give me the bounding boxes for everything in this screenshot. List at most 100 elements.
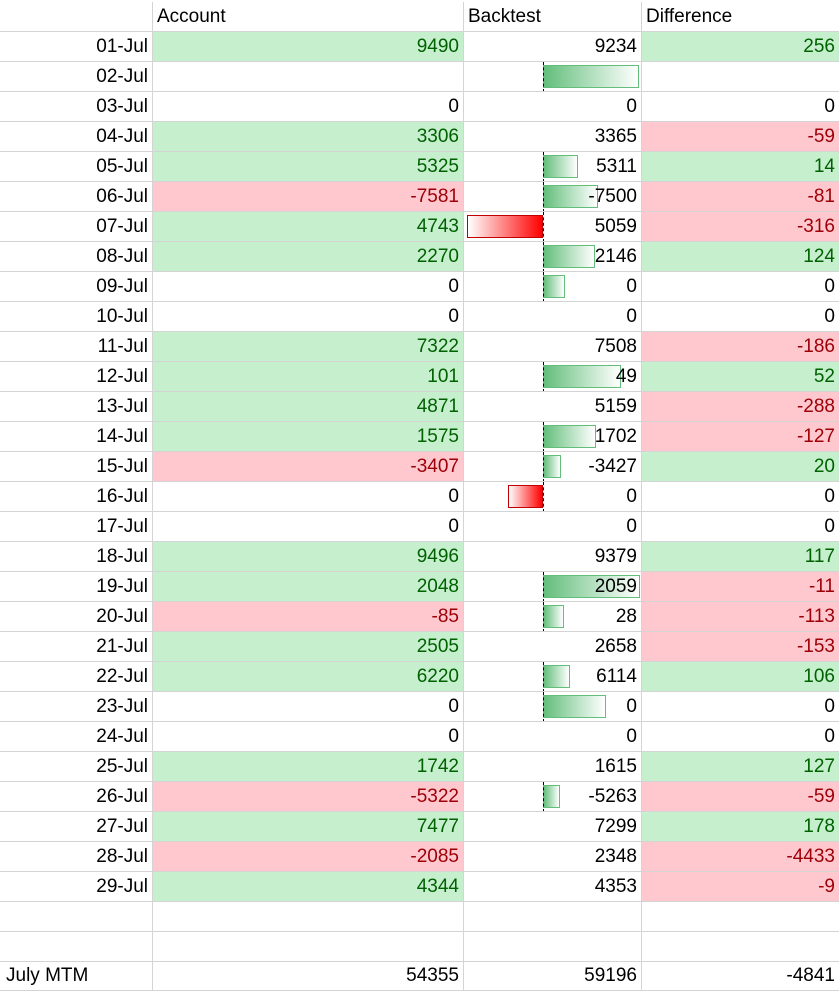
backtest-cell[interactable]: 1702 <box>464 422 642 452</box>
backtest-cell[interactable]: 2146 <box>464 242 642 272</box>
backtest-cell[interactable]: 6114 <box>464 662 642 692</box>
account-cell[interactable]: 4344 <box>153 872 464 902</box>
date-cell[interactable]: 28-Jul <box>0 842 153 872</box>
date-cell[interactable]: 20-Jul <box>0 602 153 632</box>
backtest-cell[interactable]: 2059 <box>464 572 642 602</box>
account-cell[interactable]: 1742 <box>153 752 464 782</box>
account-cell[interactable]: 0 <box>153 302 464 332</box>
footer-backtest-total[interactable]: 59196 <box>464 961 642 991</box>
header-difference[interactable]: Difference <box>642 2 839 32</box>
date-cell[interactable] <box>0 932 153 962</box>
backtest-cell[interactable] <box>464 902 642 932</box>
account-cell[interactable]: 6220 <box>153 662 464 692</box>
date-cell[interactable]: 12-Jul <box>0 362 153 392</box>
account-cell[interactable]: 2048 <box>153 572 464 602</box>
backtest-cell[interactable]: 2348 <box>464 842 642 872</box>
date-cell[interactable]: 08-Jul <box>0 242 153 272</box>
difference-cell[interactable]: 0 <box>642 722 839 752</box>
date-cell[interactable]: 22-Jul <box>0 662 153 692</box>
backtest-cell[interactable]: 0 <box>464 692 642 722</box>
backtest-cell[interactable] <box>464 62 642 92</box>
backtest-cell[interactable]: 5159 <box>464 392 642 422</box>
backtest-cell[interactable]: 49 <box>464 362 642 392</box>
backtest-cell[interactable]: 0 <box>464 512 642 542</box>
account-cell[interactable]: 9490 <box>153 32 464 62</box>
difference-cell[interactable] <box>642 932 839 962</box>
date-cell[interactable]: 10-Jul <box>0 302 153 332</box>
account-cell[interactable]: -3407 <box>153 452 464 482</box>
difference-cell[interactable]: 14 <box>642 152 839 182</box>
difference-cell[interactable]: 0 <box>642 482 839 512</box>
account-cell[interactable] <box>153 62 464 92</box>
difference-cell[interactable]: -288 <box>642 392 839 422</box>
difference-cell[interactable]: 124 <box>642 242 839 272</box>
backtest-cell[interactable]: 0 <box>464 722 642 752</box>
date-cell[interactable]: 27-Jul <box>0 812 153 842</box>
footer-difference-total[interactable]: -4841 <box>642 961 839 991</box>
difference-cell[interactable]: 0 <box>642 302 839 332</box>
date-cell[interactable]: 15-Jul <box>0 452 153 482</box>
backtest-cell[interactable]: 28 <box>464 602 642 632</box>
date-cell[interactable]: 21-Jul <box>0 632 153 662</box>
difference-cell[interactable] <box>642 62 839 92</box>
difference-cell[interactable]: -153 <box>642 632 839 662</box>
backtest-cell[interactable]: 0 <box>464 92 642 122</box>
difference-cell[interactable]: -59 <box>642 122 839 152</box>
difference-cell[interactable]: 256 <box>642 32 839 62</box>
account-cell[interactable]: -85 <box>153 602 464 632</box>
account-cell[interactable]: 0 <box>153 692 464 722</box>
backtest-cell[interactable]: 0 <box>464 272 642 302</box>
header-date[interactable] <box>0 2 153 32</box>
backtest-cell[interactable]: 4353 <box>464 872 642 902</box>
backtest-cell[interactable]: 9379 <box>464 542 642 572</box>
footer-account-total[interactable]: 54355 <box>153 961 464 991</box>
backtest-cell[interactable]: 0 <box>464 482 642 512</box>
backtest-cell[interactable]: 1615 <box>464 752 642 782</box>
date-cell[interactable]: 18-Jul <box>0 542 153 572</box>
difference-cell[interactable]: 127 <box>642 752 839 782</box>
date-cell[interactable]: 07-Jul <box>0 212 153 242</box>
backtest-cell[interactable]: 9234 <box>464 32 642 62</box>
account-cell[interactable]: 0 <box>153 272 464 302</box>
date-cell[interactable]: 26-Jul <box>0 782 153 812</box>
difference-cell[interactable]: -4433 <box>642 842 839 872</box>
backtest-cell[interactable]: -7500 <box>464 182 642 212</box>
date-cell[interactable] <box>0 902 153 932</box>
difference-cell[interactable]: 0 <box>642 692 839 722</box>
account-cell[interactable]: -5322 <box>153 782 464 812</box>
backtest-cell[interactable]: -3427 <box>464 452 642 482</box>
difference-cell[interactable]: -11 <box>642 572 839 602</box>
account-cell[interactable]: 101 <box>153 362 464 392</box>
date-cell[interactable]: 11-Jul <box>0 332 153 362</box>
footer-label[interactable]: July MTM <box>0 961 153 991</box>
date-cell[interactable]: 25-Jul <box>0 752 153 782</box>
date-cell[interactable]: 29-Jul <box>0 872 153 902</box>
difference-cell[interactable]: -127 <box>642 422 839 452</box>
date-cell[interactable]: 02-Jul <box>0 62 153 92</box>
account-cell[interactable]: 0 <box>153 482 464 512</box>
backtest-cell[interactable] <box>464 932 642 962</box>
difference-cell[interactable]: 106 <box>642 662 839 692</box>
difference-cell[interactable]: 52 <box>642 362 839 392</box>
difference-cell[interactable]: -81 <box>642 182 839 212</box>
difference-cell[interactable]: 117 <box>642 542 839 572</box>
account-cell[interactable]: 4871 <box>153 392 464 422</box>
account-cell[interactable] <box>153 932 464 962</box>
date-cell[interactable]: 09-Jul <box>0 272 153 302</box>
header-account[interactable]: Account <box>153 2 464 32</box>
account-cell[interactable]: 4743 <box>153 212 464 242</box>
date-cell[interactable]: 03-Jul <box>0 92 153 122</box>
difference-cell[interactable]: 178 <box>642 812 839 842</box>
header-backtest[interactable]: Backtest <box>464 2 642 32</box>
difference-cell[interactable]: 20 <box>642 452 839 482</box>
account-cell[interactable]: 9496 <box>153 542 464 572</box>
account-cell[interactable]: 7322 <box>153 332 464 362</box>
date-cell[interactable]: 23-Jul <box>0 692 153 722</box>
difference-cell[interactable] <box>642 902 839 932</box>
date-cell[interactable]: 24-Jul <box>0 722 153 752</box>
account-cell[interactable]: -2085 <box>153 842 464 872</box>
backtest-cell[interactable]: 2658 <box>464 632 642 662</box>
account-cell[interactable]: 0 <box>153 722 464 752</box>
backtest-cell[interactable]: 5059 <box>464 212 642 242</box>
